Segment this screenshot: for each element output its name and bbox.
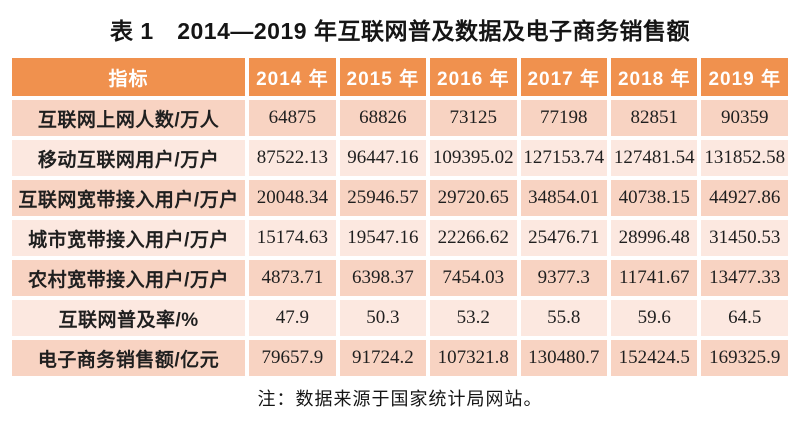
row-label-cell: 电子商务销售额/亿元 — [12, 340, 246, 376]
row-label-cell: 互联网宽带接入用户/万户 — [12, 180, 246, 216]
data-cell: 47.9 — [249, 300, 336, 336]
data-cell: 127153.74 — [520, 140, 607, 176]
table-row: 互联网普及率/% 47.9 50.3 53.2 55.8 59.6 64.5 — [12, 300, 788, 336]
data-cell: 96447.16 — [339, 140, 427, 176]
data-cell: 29720.65 — [430, 180, 517, 216]
data-cell: 87522.13 — [249, 140, 336, 176]
header-cell-year: 2017 年 — [520, 58, 607, 96]
data-cell: 9377.3 — [520, 260, 607, 296]
data-cell: 7454.03 — [430, 260, 517, 296]
data-cell: 25946.57 — [339, 180, 427, 216]
data-cell: 15174.63 — [249, 220, 336, 256]
data-cell: 107321.8 — [430, 340, 517, 376]
table-header: 指标 2014 年 2015 年 2016 年 2017 年 2018 年 2019 年 — [12, 58, 788, 96]
data-cell: 28996.48 — [611, 220, 698, 256]
data-cell: 44927.86 — [701, 180, 788, 216]
data-cell: 19547.16 — [339, 220, 427, 256]
row-label-cell: 城市宽带接入用户/万户 — [12, 220, 246, 256]
header-cell-year: 2016 年 — [430, 58, 517, 96]
table-header-row: 指标 2014 年 2015 年 2016 年 2017 年 2018 年 2019 年 — [12, 58, 788, 96]
data-cell: 90359 — [701, 100, 788, 136]
data-cell: 55.8 — [520, 300, 607, 336]
data-table: 指标 2014 年 2015 年 2016 年 2017 年 2018 年 2019 年 互… — [8, 54, 792, 380]
data-cell: 22266.62 — [430, 220, 517, 256]
row-label-cell: 移动互联网用户/万户 — [12, 140, 246, 176]
row-label-cell: 农村宽带接入用户/万户 — [12, 260, 246, 296]
data-cell: 6398.37 — [339, 260, 427, 296]
data-cell: 11741.67 — [611, 260, 698, 296]
data-cell: 82851 — [611, 100, 698, 136]
header-cell-indicator: 指标 — [12, 58, 246, 96]
data-cell: 34854.01 — [520, 180, 607, 216]
source-note: 注：数据来源于国家统计局网站。 — [257, 389, 543, 409]
data-cell: 59.6 — [611, 300, 698, 336]
data-cell: 77198 — [520, 100, 607, 136]
data-cell: 152424.5 — [611, 340, 698, 376]
data-cell: 131852.58 — [701, 140, 788, 176]
data-cell: 64.5 — [701, 300, 788, 336]
table-row: 农村宽带接入用户/万户 4873.71 6398.37 7454.03 9377.3 11… — [12, 260, 788, 296]
data-cell: 50.3 — [339, 300, 427, 336]
data-cell: 73125 — [430, 100, 517, 136]
data-cell: 130480.7 — [520, 340, 607, 376]
data-cell: 40738.15 — [611, 180, 698, 216]
table-title: 表 1 2014—2019 年互联网普及数据及电子商务销售额 — [110, 18, 690, 44]
header-cell-year: 2015 年 — [339, 58, 427, 96]
data-cell: 91724.2 — [339, 340, 427, 376]
data-cell: 31450.53 — [701, 220, 788, 256]
table-row: 互联网宽带接入用户/万户 20048.34 25946.57 29720.65 3485… — [12, 180, 788, 216]
table-row: 电子商务销售额/亿元 79657.9 91724.2 107321.8 130480.7… — [12, 340, 788, 376]
data-cell: 25476.71 — [520, 220, 607, 256]
table-body: 互联网上网人数/万人 64875 68826 73125 77198 82851 90359… — [12, 100, 788, 376]
data-cell: 127481.54 — [611, 140, 698, 176]
row-label-cell: 互联网普及率/% — [12, 300, 246, 336]
header-cell-year: 2018 年 — [611, 58, 698, 96]
data-cell: 13477.33 — [701, 260, 788, 296]
table-row: 互联网上网人数/万人 64875 68826 73125 77198 82851 90359 — [12, 100, 788, 136]
row-label-cell: 互联网上网人数/万人 — [12, 100, 246, 136]
data-cell: 169325.9 — [701, 340, 788, 376]
table-row: 移动互联网用户/万户 87522.13 96447.16 109395.02 12715… — [12, 140, 788, 176]
header-cell-year: 2019 年 — [701, 58, 788, 96]
data-cell: 68826 — [339, 100, 427, 136]
header-cell-year: 2014 年 — [249, 58, 336, 96]
data-cell: 64875 — [249, 100, 336, 136]
data-cell: 20048.34 — [249, 180, 336, 216]
data-cell: 79657.9 — [249, 340, 336, 376]
data-cell: 109395.02 — [430, 140, 517, 176]
data-cell: 53.2 — [430, 300, 517, 336]
table-row: 城市宽带接入用户/万户 15174.63 19547.16 22266.62 25476… — [12, 220, 788, 256]
data-cell: 4873.71 — [249, 260, 336, 296]
